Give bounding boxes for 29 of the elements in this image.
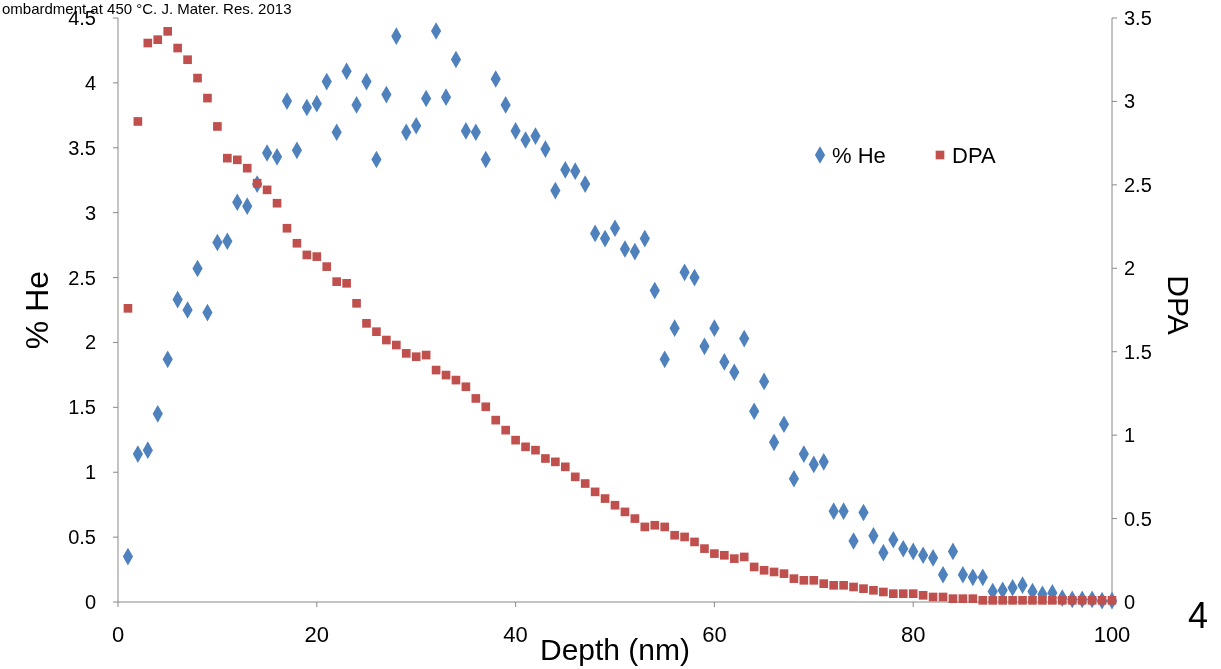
y-tick-label: 0 [84, 591, 96, 613]
y2-tick-label: 3.5 [1124, 7, 1152, 29]
y2-tick-label: 1.5 [1124, 340, 1152, 363]
y-tick-label: 3.5 [68, 136, 96, 159]
x-tick-label: 0 [111, 622, 125, 647]
y-tick-label: 2.5 [68, 266, 96, 289]
x-tick-label: 20 [304, 622, 330, 647]
text: 4 [1187, 595, 1209, 636]
y-tick-label: 3 [84, 201, 96, 224]
y2-axis-title: DPA [1162, 275, 1195, 335]
y2-tick-label: 0 [1124, 591, 1136, 613]
x-axis-title: Depth (nm) [539, 633, 691, 666]
y2-tick-label: 2.5 [1124, 173, 1152, 196]
legend-label: DPA [952, 142, 996, 168]
y2-tick-label: 2 [1124, 257, 1136, 280]
x-tick-label: 80 [900, 622, 926, 647]
x-tick-label: 40 [503, 622, 528, 647]
y-tick-label: 1.5 [68, 396, 96, 419]
y2-tick-label: 1 [1124, 424, 1136, 447]
y-tick-label: 2 [84, 331, 96, 354]
x-tick-label: 60 [702, 622, 727, 647]
x-tick-label: 100 [1093, 622, 1131, 647]
y2-tick-label: 0.5 [1124, 507, 1152, 530]
legend-label: % He [832, 142, 886, 168]
y-tick-label: 1 [84, 461, 96, 484]
y2-tick-label: 3 [1124, 90, 1136, 113]
y-axis-title: % He [19, 270, 55, 350]
y-tick-label: 0.5 [68, 526, 96, 549]
y-tick-label: 4 [84, 71, 96, 94]
